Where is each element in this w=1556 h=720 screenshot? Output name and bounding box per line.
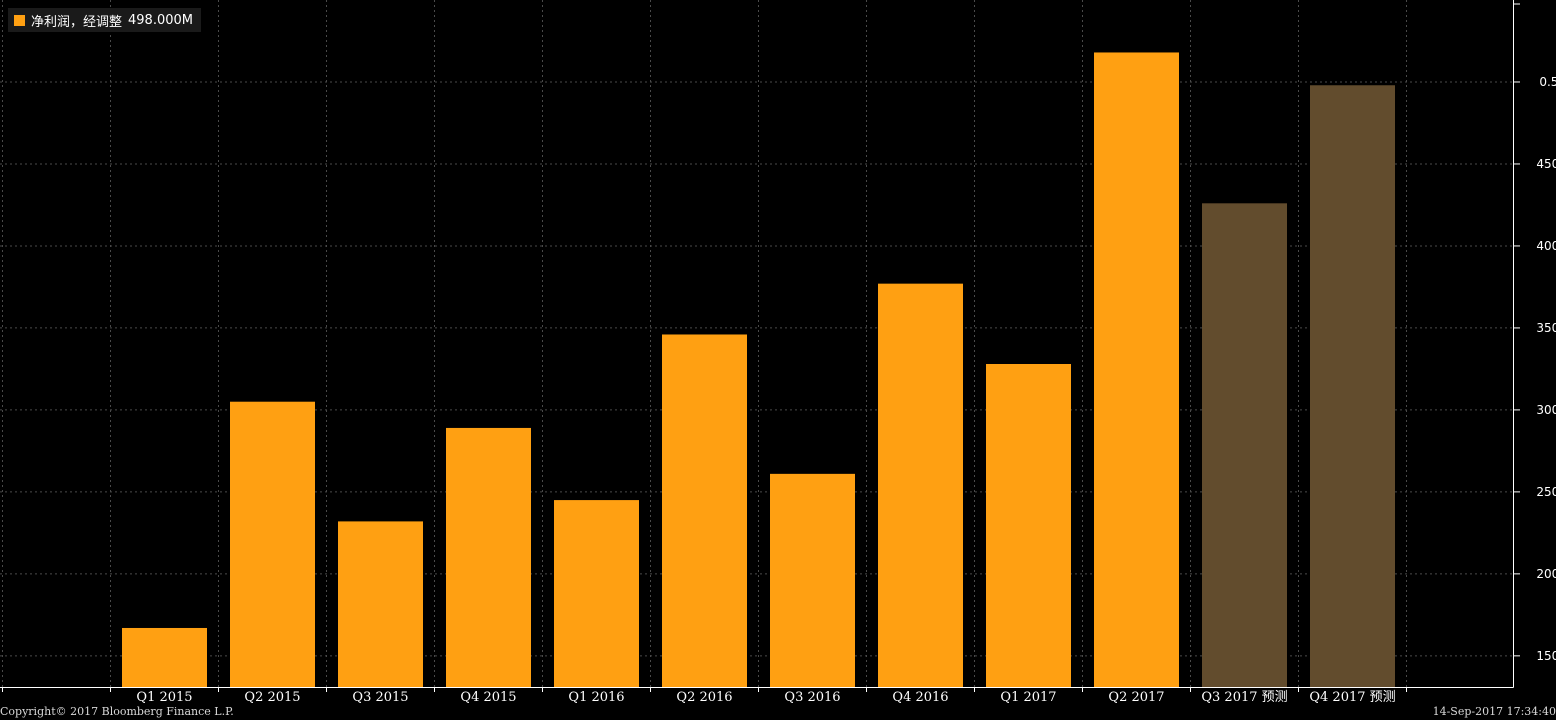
y-tick-label: 200M [1536,567,1556,581]
bar-6 [770,473,855,687]
x-tick-label: Q3 2016 [784,690,840,705]
x-tick-label: Q3 2015 [352,690,408,705]
x-tick-label: Q4 2016 [892,690,948,705]
x-tick-label: Q4 2017 预测 [1309,690,1395,705]
legend: 净利润，经调整 498.000M [8,8,201,32]
bars [122,52,1395,688]
y-tick-label: 350M [1536,321,1556,335]
bar-11 [1310,85,1395,688]
y-tick-label: 150M [1536,649,1556,663]
bar-3 [446,427,531,687]
x-tick-label: Q1 2017 [1000,690,1056,705]
bar-0 [122,627,207,687]
bar-8 [986,363,1071,687]
bar-2 [338,521,423,687]
x-tick-label: Q2 2015 [244,690,300,705]
bar-1 [230,401,315,687]
legend-label: 净利润，经调整 [31,14,123,30]
y-tick-label: 300M [1536,403,1556,417]
x-tick-label: Q2 2016 [676,690,732,705]
y-tick-label: 0.5B [1539,75,1556,89]
x-tick-label: Q1 2016 [568,690,624,705]
x-tick-label: Q2 2017 [1108,690,1164,705]
y-axis: 150M 200M 250M 300M 350M 400M 450M 0.5B [0,0,1556,688]
x-tick-label: Q1 2015 [136,690,192,705]
legend-swatch [14,14,25,26]
legend-value: 498.000M [128,12,193,28]
x-axis: Q1 2015 Q2 2015 Q3 2015 Q4 2015 Q1 2016 Q2 20… [2,687,1407,705]
bar-5 [662,334,747,687]
timestamp-text: 14-Sep-2017 17:34:40 [1432,705,1556,718]
x-tick-label: Q4 2015 [460,690,516,705]
y-tick-label: 400M [1536,239,1556,253]
bar-4 [554,500,639,687]
bar-7 [878,283,963,687]
copyright-text: Copyright© 2017 Bloomberg Finance L.P. [0,705,234,718]
x-tick-label: Q3 2017 预测 [1201,690,1287,705]
bar-10 [1202,203,1287,687]
y-tick-label: 250M [1536,485,1556,499]
y-tick-label: 450M [1536,157,1556,171]
bar-9 [1094,52,1179,688]
